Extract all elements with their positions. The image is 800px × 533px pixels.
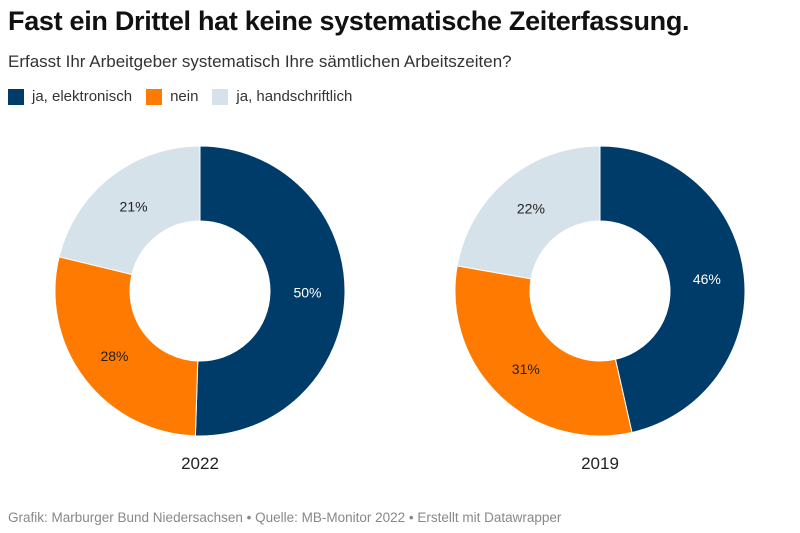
legend-item-nein: nein: [146, 88, 198, 105]
value-label: 31%: [512, 361, 540, 377]
legend-item-elektronisch: ja, elektronisch: [8, 88, 132, 105]
value-label: 22%: [517, 201, 545, 217]
legend: ja, elektronisch nein ja, handschriftlic…: [8, 88, 352, 105]
legend-label: nein: [170, 88, 199, 105]
value-label: 28%: [100, 348, 128, 364]
slice-2019-handschriftlich: [456, 145, 601, 280]
slice-2019-nein: [454, 265, 633, 437]
chart-year-label: 2022: [181, 454, 219, 473]
slice-2022-handschriftlich: [58, 145, 201, 276]
value-label: 46%: [693, 271, 721, 287]
slice-2022-elektronisch: [194, 145, 346, 437]
legend-swatch: [212, 88, 229, 105]
legend-label: ja, handschriftlich: [236, 88, 353, 105]
footer-credits: Grafik: Marburger Bund Niedersachsen • Q…: [8, 510, 562, 525]
chart-title: Fast ein Drittel hat keine systematische…: [8, 6, 690, 36]
slice-2019-elektronisch: [599, 145, 746, 434]
value-label: 21%: [120, 198, 148, 214]
slice-2022-nein: [54, 256, 199, 437]
legend-item-handschriftlich: ja, handschriftlich: [212, 88, 352, 105]
legend-swatch: [146, 88, 163, 105]
chart-year-label: 2019: [581, 454, 619, 473]
legend-swatch: [8, 88, 24, 105]
legend-label: ja, elektronisch: [32, 88, 133, 105]
value-label: 50%: [293, 285, 321, 301]
chart-subtitle: Erfasst Ihr Arbeitgeber systematisch Ihr…: [8, 52, 512, 71]
